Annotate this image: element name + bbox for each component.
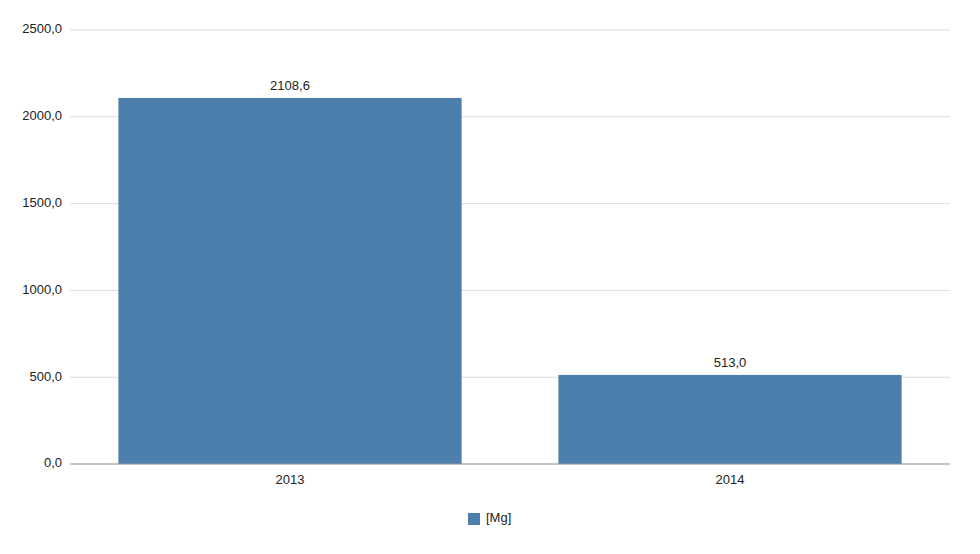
x-tick-label: 2013	[276, 472, 305, 487]
y-tick-label: 1000,0	[22, 282, 62, 297]
data-label: 513,0	[714, 355, 747, 370]
grid	[70, 30, 950, 464]
chart-svg: 0,0 500,0 1000,0 1500,0 2000,0 2500,0 2108,6 51…	[0, 0, 980, 554]
y-tick-label: 0,0	[44, 455, 62, 470]
bars	[118, 98, 901, 464]
grid-line	[70, 464, 950, 465]
legend-label: [Mg]	[486, 510, 511, 525]
y-tick-label: 2500,0	[22, 21, 62, 36]
x-axis-line	[70, 464, 950, 465]
data-labels: 2108,6 513,0	[270, 78, 746, 370]
legend-swatch	[468, 513, 480, 525]
y-tick-label: 500,0	[29, 369, 62, 384]
chart-container: 0,0 500,0 1000,0 1500,0 2000,0 2500,0 2108,6 51…	[0, 0, 980, 554]
legend: [Mg]	[468, 510, 511, 525]
data-label: 2108,6	[270, 78, 310, 93]
bar	[118, 98, 461, 464]
y-tick-label: 2000,0	[22, 108, 62, 123]
y-tick-label: 1500,0	[22, 195, 62, 210]
bar	[558, 375, 901, 464]
x-tick-label: 2014	[716, 472, 745, 487]
grid-line	[70, 30, 950, 31]
